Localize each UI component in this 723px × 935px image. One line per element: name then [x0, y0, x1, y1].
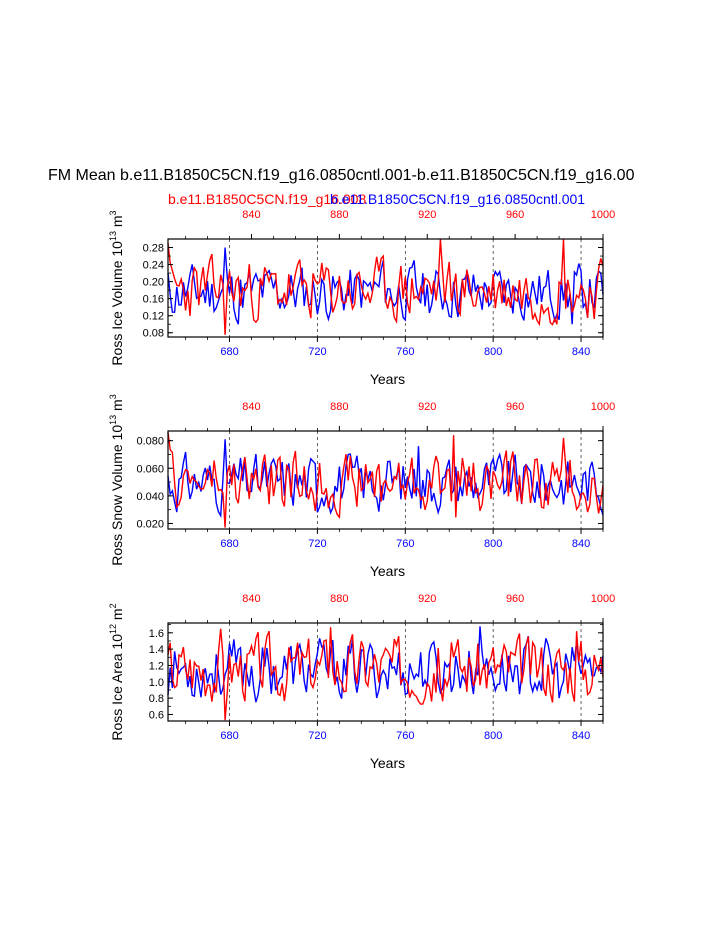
series-line-red: [167, 627, 604, 721]
x-axis-label: Years: [370, 371, 405, 387]
figure-title: FM Mean b.e11.B1850C5CN.f19_g16.0850cntl…: [48, 167, 635, 184]
x-tick-label-bottom: 800: [484, 730, 502, 742]
panel-snow-volume: 0.020 0.040 0.060 0.080 680 720 760 800 840 840 88…: [108, 394, 615, 579]
y-tick-label: 0.16: [143, 294, 164, 306]
x-tick-label-top: 840: [242, 593, 260, 605]
plot-frame: [167, 622, 604, 722]
y-tick-label: 0.08: [143, 328, 164, 340]
y-tick-label: 0.020: [136, 518, 164, 530]
x-tick-label-top: 840: [242, 401, 260, 413]
x-tick-label-bottom: 840: [572, 730, 590, 742]
x-tick-label-bottom: 720: [308, 730, 326, 742]
x-tick-label-bottom: 760: [396, 538, 414, 550]
panel-ice-area: 0.6 0.8 1.0 1.2 1.4 1.6 680 720 760 800 840 840 880 9…: [108, 593, 615, 771]
y-tick-label: 0.040: [136, 491, 164, 503]
y-tick-label: 1.0: [149, 677, 164, 689]
legend-label-red: b.e11.B1850C5CN.f19_g16.008: [168, 191, 366, 207]
plot-frame: [167, 430, 604, 530]
x-tick-label-top: 1000: [591, 401, 615, 413]
y-tick-label: 0.20: [143, 277, 164, 289]
series-line-red: [167, 238, 604, 335]
plot-frame: [167, 238, 604, 338]
x-tick-label-top: 880: [330, 593, 348, 605]
x-axis-label: Years: [370, 563, 405, 579]
y-tick-label: 0.8: [149, 693, 164, 705]
x-tick-label-top: 880: [330, 209, 348, 221]
series-line-blue: [167, 439, 604, 518]
x-tick-label-bottom: 840: [572, 346, 590, 358]
x-tick-label-top: 920: [418, 209, 436, 221]
y-tick-label: 1.2: [149, 660, 164, 672]
x-tick-label-bottom: 840: [572, 538, 590, 550]
x-tick-label-top: 960: [506, 401, 524, 413]
x-tick-label-bottom: 760: [396, 730, 414, 742]
y-tick-label: 0.080: [136, 436, 164, 448]
legend-label-blue: b.e11.B1850C5CN.f19_g16.0850cntl.001: [330, 191, 585, 207]
series-line-blue: [167, 626, 604, 703]
panel-ice-volume: 0.08 0.12 0.16 0.20 0.24 0.28 680 720 760 800 840 8…: [108, 209, 615, 387]
y-tick-label: 0.6: [149, 709, 164, 721]
series-line-blue: [167, 247, 604, 325]
series-line-red: [167, 432, 604, 528]
x-tick-label-bottom: 680: [220, 730, 238, 742]
x-tick-label-top: 880: [330, 401, 348, 413]
y-axis-label: Ross Snow Volume 1013 m3: [108, 394, 125, 565]
x-tick-label-bottom: 680: [220, 538, 238, 550]
y-tick-label: 0.060: [136, 463, 164, 475]
y-tick-label: 1.6: [149, 628, 164, 640]
y-tick-label: 1.4: [149, 644, 164, 656]
y-tick-label: 0.24: [143, 260, 164, 272]
x-tick-label-bottom: 680: [220, 346, 238, 358]
x-tick-label-top: 960: [506, 593, 524, 605]
y-tick-label: 0.28: [143, 243, 164, 255]
x-tick-label-top: 920: [418, 593, 436, 605]
x-tick-label-top: 840: [242, 209, 260, 221]
y-axis-label: Ross Ice Area 1012 m2: [108, 603, 125, 740]
x-tick-label-top: 920: [418, 401, 436, 413]
x-tick-label-top: 1000: [591, 209, 615, 221]
x-tick-label-bottom: 800: [484, 346, 502, 358]
x-tick-label-bottom: 720: [308, 346, 326, 358]
x-tick-label-top: 1000: [591, 593, 615, 605]
x-tick-label-top: 960: [506, 209, 524, 221]
y-axis-label: Ross Ice Volume 1013 m3: [108, 210, 125, 365]
y-tick-label: 0.12: [143, 311, 164, 323]
x-tick-label-bottom: 800: [484, 538, 502, 550]
x-tick-label-bottom: 760: [396, 346, 414, 358]
x-axis-label: Years: [370, 755, 405, 771]
x-tick-label-bottom: 720: [308, 538, 326, 550]
